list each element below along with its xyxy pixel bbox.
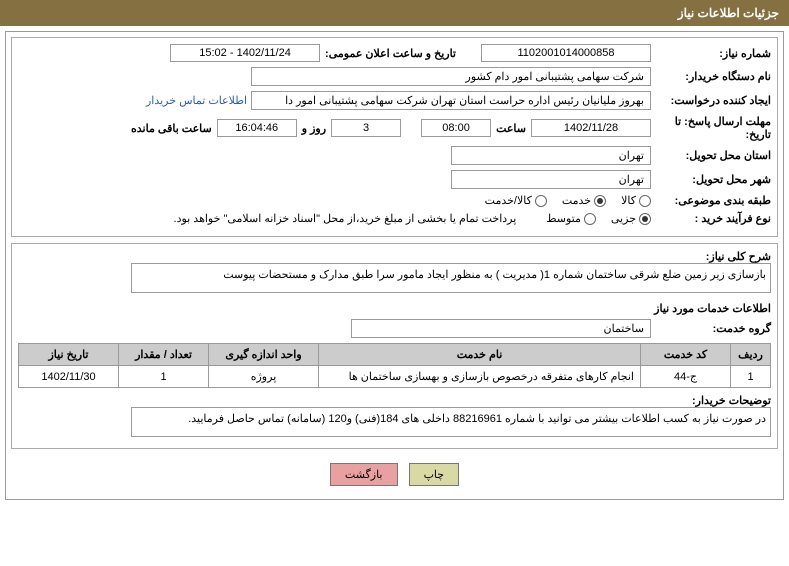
- requester-label: ایجاد کننده درخواست:: [651, 94, 771, 107]
- buyer-org-label: نام دستگاه خریدار:: [651, 70, 771, 83]
- col-row: ردیف: [731, 344, 771, 366]
- table-row: 1 ج-44 انجام کارهای متفرقه درخصوص بازساز…: [19, 366, 771, 388]
- days-and: روز و: [297, 122, 331, 135]
- city: تهران: [451, 170, 651, 189]
- requester: بهروز ملیانیان رئیس اداره حراست استان ته…: [251, 91, 651, 110]
- desc-section: شرح کلی نیاز: بازسازی زیر زمین ضلع شرقی …: [11, 243, 778, 449]
- radio-medium[interactable]: متوسط: [546, 212, 596, 225]
- province: تهران: [451, 146, 651, 165]
- payment-note: پرداخت تمام یا بخشی از مبلغ خرید،از محل …: [174, 212, 547, 225]
- need-number-label: شماره نیاز:: [651, 47, 771, 60]
- category-group: کالا خدمت کالا/خدمت: [485, 194, 651, 207]
- purchase-type-label: نوع فرآیند خرید :: [651, 212, 771, 225]
- announce-label: تاریخ و ساعت اعلان عمومی:: [320, 47, 461, 60]
- desc-text: بازسازی زیر زمین ضلع شرقی ساختمان شماره …: [131, 263, 771, 293]
- hours-remain: 16:04:46: [217, 119, 297, 137]
- radio-both[interactable]: کالا/خدمت: [485, 194, 547, 207]
- cell-qty: 1: [119, 366, 209, 388]
- province-label: استان محل تحویل:: [651, 149, 771, 162]
- purchase-type-group: جزیی متوسط: [546, 212, 651, 225]
- service-group: ساختمان: [351, 319, 651, 338]
- days-remain: 3: [331, 119, 401, 137]
- time-label: ساعت: [491, 122, 531, 135]
- col-qty: تعداد / مقدار: [119, 344, 209, 366]
- radio-minor-label: جزیی: [611, 212, 636, 225]
- print-button[interactable]: چاپ: [409, 463, 460, 486]
- radio-service[interactable]: خدمت: [562, 194, 606, 207]
- radio-goods-label: کالا: [621, 194, 636, 207]
- contact-link[interactable]: اطلاعات تماس خریدار: [146, 94, 251, 107]
- deadline-label: مهلت ارسال پاسخ: تا تاریخ:: [651, 115, 771, 141]
- desc-label: شرح کلی نیاز:: [651, 250, 771, 263]
- info-section: شماره نیاز: 1102001014000858 تاریخ و ساع…: [11, 37, 778, 237]
- radio-minor[interactable]: جزیی: [611, 212, 651, 225]
- cell-code: ج-44: [641, 366, 731, 388]
- button-row: چاپ بازگشت: [11, 455, 778, 494]
- back-button[interactable]: بازگشت: [330, 463, 398, 486]
- announce-value: 1402/11/24 - 15:02: [170, 44, 320, 62]
- cell-name: انجام کارهای متفرقه درخصوص بازسازی و بهس…: [319, 366, 641, 388]
- buyer-org: شرکت سهامی پشتیبانی امور دام کشور: [251, 67, 651, 86]
- radio-service-label: خدمت: [562, 194, 591, 207]
- deadline-time: 08:00: [421, 119, 491, 137]
- col-date: تاریخ نیاز: [19, 344, 119, 366]
- service-group-label: گروه خدمت:: [651, 322, 771, 335]
- city-label: شهر محل تحویل:: [651, 173, 771, 186]
- cell-num: 1: [731, 366, 771, 388]
- category-label: طبقه بندی موضوعی:: [651, 194, 771, 207]
- need-number: 1102001014000858: [481, 44, 651, 62]
- buyer-notes-label: توضیحات خریدار:: [651, 394, 771, 407]
- deadline-date: 1402/11/28: [531, 119, 651, 137]
- col-name: نام خدمت: [319, 344, 641, 366]
- remain-label: ساعت باقی مانده: [126, 122, 217, 135]
- services-header: اطلاعات خدمات مورد نیاز: [18, 298, 771, 319]
- col-unit: واحد اندازه گیری: [209, 344, 319, 366]
- page-title: جزئیات اطلاعات نیاز: [0, 0, 789, 26]
- radio-goods[interactable]: کالا: [621, 194, 651, 207]
- col-code: کد خدمت: [641, 344, 731, 366]
- services-table: ردیف کد خدمت نام خدمت واحد اندازه گیری ت…: [18, 343, 771, 388]
- cell-date: 1402/11/30: [19, 366, 119, 388]
- main-container: شماره نیاز: 1102001014000858 تاریخ و ساع…: [5, 31, 784, 500]
- radio-medium-label: متوسط: [546, 212, 581, 225]
- cell-unit: پروژه: [209, 366, 319, 388]
- radio-both-label: کالا/خدمت: [485, 194, 532, 207]
- buyer-notes: در صورت نیاز به کسب اطلاعات بیشتر می توا…: [131, 407, 771, 437]
